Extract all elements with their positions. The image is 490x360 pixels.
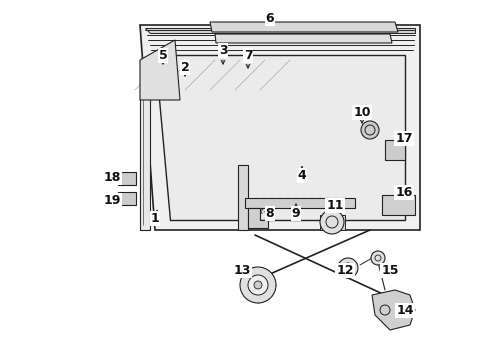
- Text: 7: 7: [244, 49, 252, 62]
- Polygon shape: [245, 198, 355, 208]
- Polygon shape: [140, 25, 420, 230]
- Circle shape: [371, 251, 385, 265]
- Polygon shape: [118, 192, 136, 205]
- Text: 3: 3: [219, 44, 227, 57]
- Polygon shape: [140, 60, 150, 230]
- Polygon shape: [215, 34, 392, 43]
- Text: 14: 14: [396, 303, 414, 316]
- Text: 2: 2: [181, 60, 189, 73]
- Circle shape: [240, 267, 276, 303]
- Polygon shape: [385, 140, 405, 160]
- Polygon shape: [210, 22, 398, 32]
- Circle shape: [338, 258, 358, 278]
- Polygon shape: [238, 165, 248, 230]
- Circle shape: [361, 121, 379, 139]
- Polygon shape: [372, 290, 415, 330]
- Circle shape: [254, 281, 262, 289]
- Text: 19: 19: [103, 194, 121, 207]
- Text: 8: 8: [266, 207, 274, 220]
- Polygon shape: [320, 215, 345, 230]
- Text: 5: 5: [159, 49, 168, 62]
- Text: 12: 12: [336, 264, 354, 276]
- Text: 17: 17: [395, 131, 413, 144]
- Text: 13: 13: [233, 264, 251, 276]
- Polygon shape: [118, 172, 136, 185]
- Text: 18: 18: [103, 171, 121, 184]
- Polygon shape: [248, 208, 268, 228]
- Text: 9: 9: [292, 207, 300, 220]
- Text: 11: 11: [326, 198, 344, 212]
- Circle shape: [320, 210, 344, 234]
- Polygon shape: [382, 195, 415, 215]
- Text: 16: 16: [395, 185, 413, 198]
- Text: 4: 4: [297, 168, 306, 181]
- Polygon shape: [145, 28, 415, 33]
- Text: 15: 15: [381, 264, 399, 276]
- Polygon shape: [140, 40, 180, 100]
- Text: 10: 10: [353, 105, 371, 118]
- Circle shape: [248, 275, 268, 295]
- Polygon shape: [155, 55, 405, 220]
- Text: 6: 6: [266, 12, 274, 24]
- Text: 1: 1: [150, 212, 159, 225]
